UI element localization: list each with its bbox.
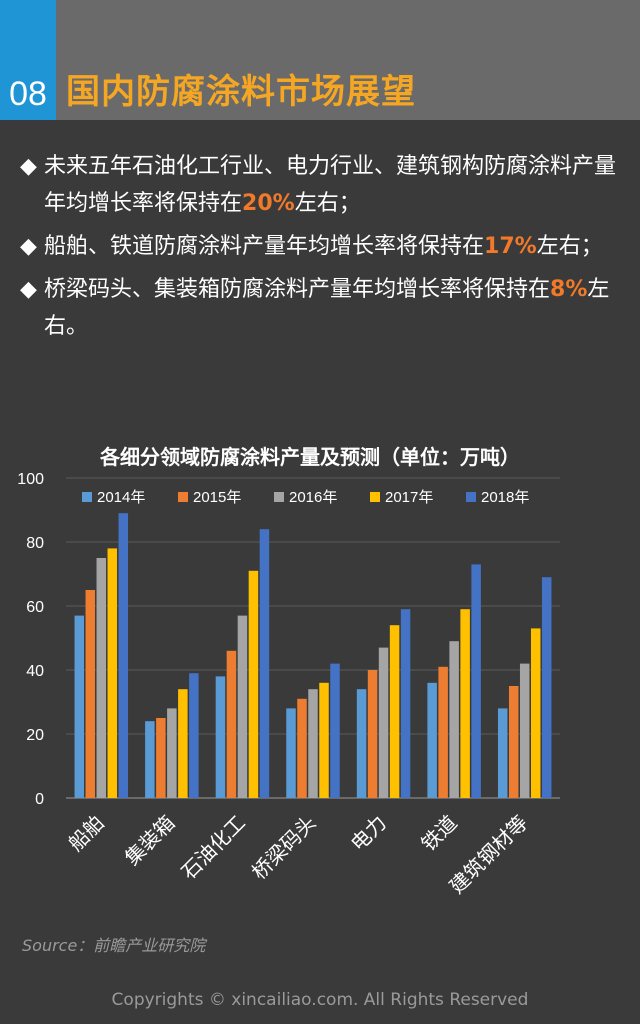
bullet-item: ◆ 船舶、铁道防腐涂料产量年均增长率将保持在17%左右； xyxy=(20,228,620,265)
bar xyxy=(319,682,329,798)
bar xyxy=(497,708,508,798)
y-tick-label: 60 xyxy=(26,599,44,616)
x-tick-label: 桥梁码头 xyxy=(247,811,321,885)
bar xyxy=(438,666,448,798)
x-tick-label: 石油化工 xyxy=(176,811,250,885)
bar xyxy=(400,609,411,798)
bar xyxy=(449,641,459,798)
section-number-box: 08 xyxy=(0,0,56,120)
bar xyxy=(107,548,118,798)
bar xyxy=(215,676,226,798)
x-tick-label: 集装箱 xyxy=(120,811,179,870)
y-tick-label: 20 xyxy=(26,727,44,744)
bullet-highlight: 8% xyxy=(550,277,588,302)
bullet-highlight: 17% xyxy=(484,234,537,259)
bullet-text: 船舶、铁道防腐涂料产量年均增长率将保持在 xyxy=(44,234,485,259)
bar xyxy=(508,686,519,798)
diamond-icon: ◆ xyxy=(20,277,37,302)
diamond-icon: ◆ xyxy=(20,234,37,259)
legend-label: 2016年 xyxy=(289,489,337,506)
legend-swatch xyxy=(466,492,476,502)
legend-label: 2018年 xyxy=(481,489,529,506)
bar xyxy=(389,625,400,798)
bullet-highlight: 20% xyxy=(242,191,295,216)
legend-swatch xyxy=(82,492,92,502)
y-tick-label: 0 xyxy=(35,791,44,808)
legend-swatch xyxy=(178,492,188,502)
bar xyxy=(167,708,177,798)
bar xyxy=(156,718,166,798)
bar xyxy=(118,513,129,798)
bar xyxy=(248,570,259,798)
bullet-text: 桥梁码头、集装箱防腐涂料产量年均增长率将保持在 xyxy=(44,277,551,302)
bar xyxy=(189,673,199,798)
bullet-text-end: 左右； xyxy=(294,191,361,216)
x-tick-label: 船舶 xyxy=(64,811,109,856)
header-banner: 08 国内防腐涂料市场展望 xyxy=(0,0,640,120)
bar xyxy=(427,682,437,798)
bar xyxy=(356,689,367,798)
bar xyxy=(378,647,389,798)
x-tick-label: 电力 xyxy=(346,811,391,856)
y-tick-label: 100 xyxy=(17,471,44,488)
bar xyxy=(237,615,248,798)
source-note: Source：前瞻产业研究院 xyxy=(22,936,206,955)
bullet-text-end: 左右； xyxy=(536,234,603,259)
bar xyxy=(367,670,378,798)
copyright-text: Copyrights © xincailiao.com. All Rights … xyxy=(111,990,529,1010)
x-tick-label: 铁道 xyxy=(416,811,461,856)
legend-label: 2017年 xyxy=(385,489,433,506)
bar xyxy=(519,663,530,798)
bar xyxy=(96,558,107,798)
page-title: 国内防腐涂料市场展望 xyxy=(66,72,416,112)
y-tick-label: 80 xyxy=(26,535,44,552)
bullet-text-end: 左右。 xyxy=(44,277,610,339)
bullet-text: 未来五年石油化工行业、电力行业、建筑钢构防腐涂料产量年均增长率将保持在 xyxy=(44,154,617,216)
bar xyxy=(460,609,470,798)
legend-swatch xyxy=(370,492,380,502)
bar xyxy=(85,590,96,798)
legend-swatch xyxy=(274,492,284,502)
y-tick-label: 40 xyxy=(26,663,44,680)
bar xyxy=(541,577,552,798)
bar xyxy=(308,689,318,798)
section-number: 08 xyxy=(9,75,47,113)
bullet-list: ◆ 未来五年石油化工行业、电力行业、建筑钢构防腐涂料产量年均增长率将保持在20%左… xyxy=(20,148,620,351)
bar xyxy=(145,721,155,798)
diamond-icon: ◆ xyxy=(20,154,37,179)
bar xyxy=(330,663,340,798)
bar xyxy=(74,615,85,798)
bullet-item: ◆ 桥梁码头、集装箱防腐涂料产量年均增长率将保持在8%左右。 xyxy=(20,271,620,345)
bar xyxy=(530,628,541,798)
legend-label: 2015年 xyxy=(193,489,241,506)
bar xyxy=(226,650,237,798)
bar xyxy=(297,698,307,798)
bar xyxy=(286,708,296,798)
chart-title: 各细分领域防腐涂料产量及预测（单位：万吨） xyxy=(99,445,520,469)
bar xyxy=(178,689,188,798)
bar xyxy=(259,529,270,798)
bar xyxy=(471,564,481,798)
legend-label: 2014年 xyxy=(97,489,145,506)
bar-chart: 各细分领域防腐涂料产量及预测（单位：万吨） 0 20 40 60 80 100 2014年 20… xyxy=(17,445,560,898)
bullet-item: ◆ 未来五年石油化工行业、电力行业、建筑钢构防腐涂料产量年均增长率将保持在20%左… xyxy=(20,148,620,222)
